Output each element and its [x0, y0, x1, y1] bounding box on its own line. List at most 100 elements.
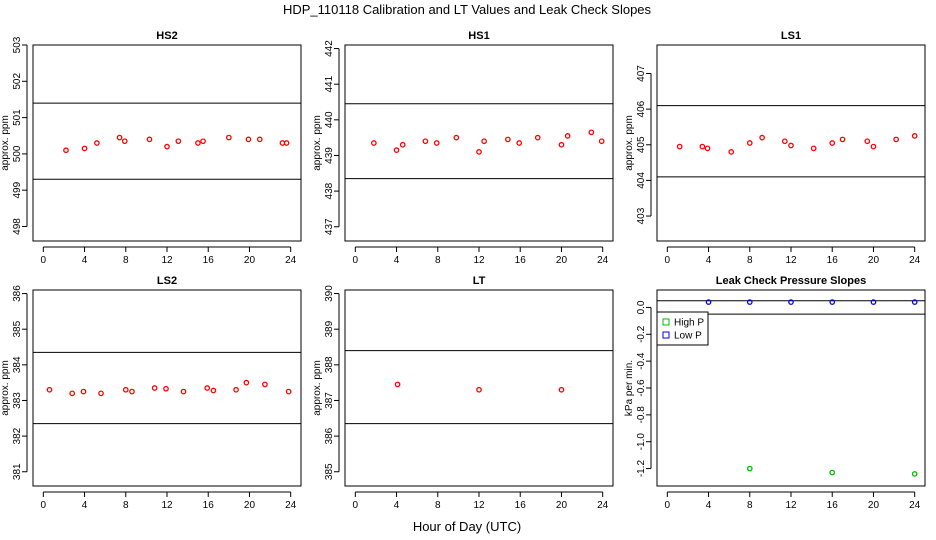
data-point: [371, 140, 377, 146]
data-point: [558, 141, 565, 148]
y-tick-label: -1.2: [636, 459, 647, 477]
y-tick-label: 385: [324, 463, 335, 480]
data-point: [829, 299, 836, 305]
data-point: [746, 140, 753, 146]
y-tick-label: 404: [636, 172, 647, 189]
data-point: [864, 138, 871, 145]
data-point: [516, 140, 523, 146]
x-tick-label: 8: [435, 255, 441, 266]
data-point: [788, 299, 794, 305]
x-tick-label: 16: [827, 500, 839, 511]
plot-grid: HS2 0 4 8 12 16 20 24 498 499 500 501 502 503 approx. …: [0, 30, 926, 511]
panel-title: HS2: [156, 30, 177, 42]
data-point: [121, 138, 128, 145]
x-tick-label: 4: [706, 500, 712, 511]
x-tick-label: 20: [556, 500, 568, 511]
y-tick-label: 389: [324, 320, 335, 337]
y-tick-label: 381: [12, 463, 23, 480]
y-tick-label: 0.0: [636, 300, 647, 314]
data-point: [98, 390, 104, 397]
x-tick-label: 24: [597, 500, 609, 511]
data-point: [122, 386, 129, 393]
figure-x-axis-label: Hour of Day (UTC): [413, 519, 521, 534]
plot-frame: [32, 44, 302, 242]
data-point: [476, 386, 482, 393]
x-tick-label: 20: [868, 500, 880, 511]
data-point: [422, 138, 429, 145]
data-point: [399, 141, 406, 148]
data-point: [393, 147, 400, 153]
y-tick-label: 387: [324, 392, 335, 409]
series-points: [676, 133, 918, 155]
x-tick-label: 8: [747, 255, 753, 266]
y-axis-label: approx. ppm: [0, 115, 11, 171]
y-tick-label: 501: [12, 109, 23, 126]
x-tick-label: 8: [123, 500, 129, 511]
y-tick-label: 386: [12, 285, 23, 302]
legend-box: [656, 311, 709, 346]
data-point: [453, 134, 460, 141]
x-axis: 0 4 8 12 16 20 24: [665, 491, 921, 511]
x-tick-label: 20: [244, 500, 256, 511]
panel-title: LS2: [157, 275, 177, 287]
y-tick-label: -1.0: [636, 433, 647, 451]
data-point: [204, 385, 211, 391]
y-tick-label: 384: [12, 356, 23, 373]
panel-ls2: LS2 0 4 8 12 16 20 24 381 382 383 384 385 386 approx. …: [0, 275, 302, 511]
x-tick-label: 12: [161, 500, 173, 511]
y-tick-label: 503: [12, 36, 23, 53]
data-point: [870, 143, 877, 150]
y-tick-label: 382: [12, 427, 23, 444]
y-tick-label: 407: [636, 65, 647, 82]
data-point: [759, 134, 765, 141]
panel-hs1: HS1 0 4 8 12 16 20 24 437 438 439 440 441 442 approx. …: [312, 30, 614, 266]
legend-swatch-high-p: [662, 318, 670, 326]
y-tick-label: 403: [636, 207, 647, 224]
y-tick-label: 441: [324, 75, 335, 92]
x-tick-label: 20: [556, 255, 568, 266]
plot-frame: [344, 44, 614, 242]
data-point: [394, 381, 401, 388]
x-tick-label: 12: [473, 255, 485, 266]
data-point: [893, 136, 899, 143]
y-axis: -1.2 -1.0 -0.8 -0.6 -0.4 -0.2 0.0: [636, 300, 652, 477]
plot-frame: [344, 289, 614, 487]
x-tick-label: 24: [285, 500, 297, 511]
x-axis: 0 4 8 12 16 20 24: [41, 246, 297, 266]
x-tick-label: 20: [868, 255, 880, 266]
data-point: [200, 138, 206, 145]
data-point: [81, 145, 88, 152]
x-tick-label: 4: [394, 255, 400, 266]
data-point: [839, 136, 846, 143]
data-point: [94, 140, 100, 146]
x-tick-label: 24: [909, 255, 921, 266]
legend: High P Low P: [656, 311, 709, 346]
data-point: [63, 147, 69, 154]
y-tick-label: 390: [324, 285, 335, 302]
series-high-p: [746, 465, 918, 477]
x-tick-label: 4: [394, 500, 400, 511]
data-point: [146, 136, 153, 143]
data-point: [676, 143, 683, 150]
data-point: [129, 388, 135, 395]
y-tick-label: 386: [324, 427, 335, 444]
data-point: [69, 390, 76, 397]
x-axis: 0 4 8 12 16 20 24: [41, 491, 297, 511]
data-point: [283, 140, 290, 146]
data-point: [810, 145, 817, 152]
panel-title: Leak Check Pressure Slopes: [716, 275, 866, 287]
data-point: [746, 299, 753, 305]
y-tick-label: 438: [324, 182, 335, 199]
x-tick-label: 16: [515, 255, 527, 266]
y-tick-label: 388: [324, 356, 335, 373]
data-point: [225, 134, 232, 141]
plot-frame: [656, 289, 926, 487]
data-point: [505, 136, 511, 143]
x-tick-label: 0: [665, 500, 671, 511]
y-tick-label: 499: [12, 181, 23, 198]
y-tick-label: 442: [324, 40, 335, 57]
y-tick-label: 498: [12, 218, 23, 235]
data-point: [870, 299, 877, 305]
series-points: [46, 379, 292, 397]
